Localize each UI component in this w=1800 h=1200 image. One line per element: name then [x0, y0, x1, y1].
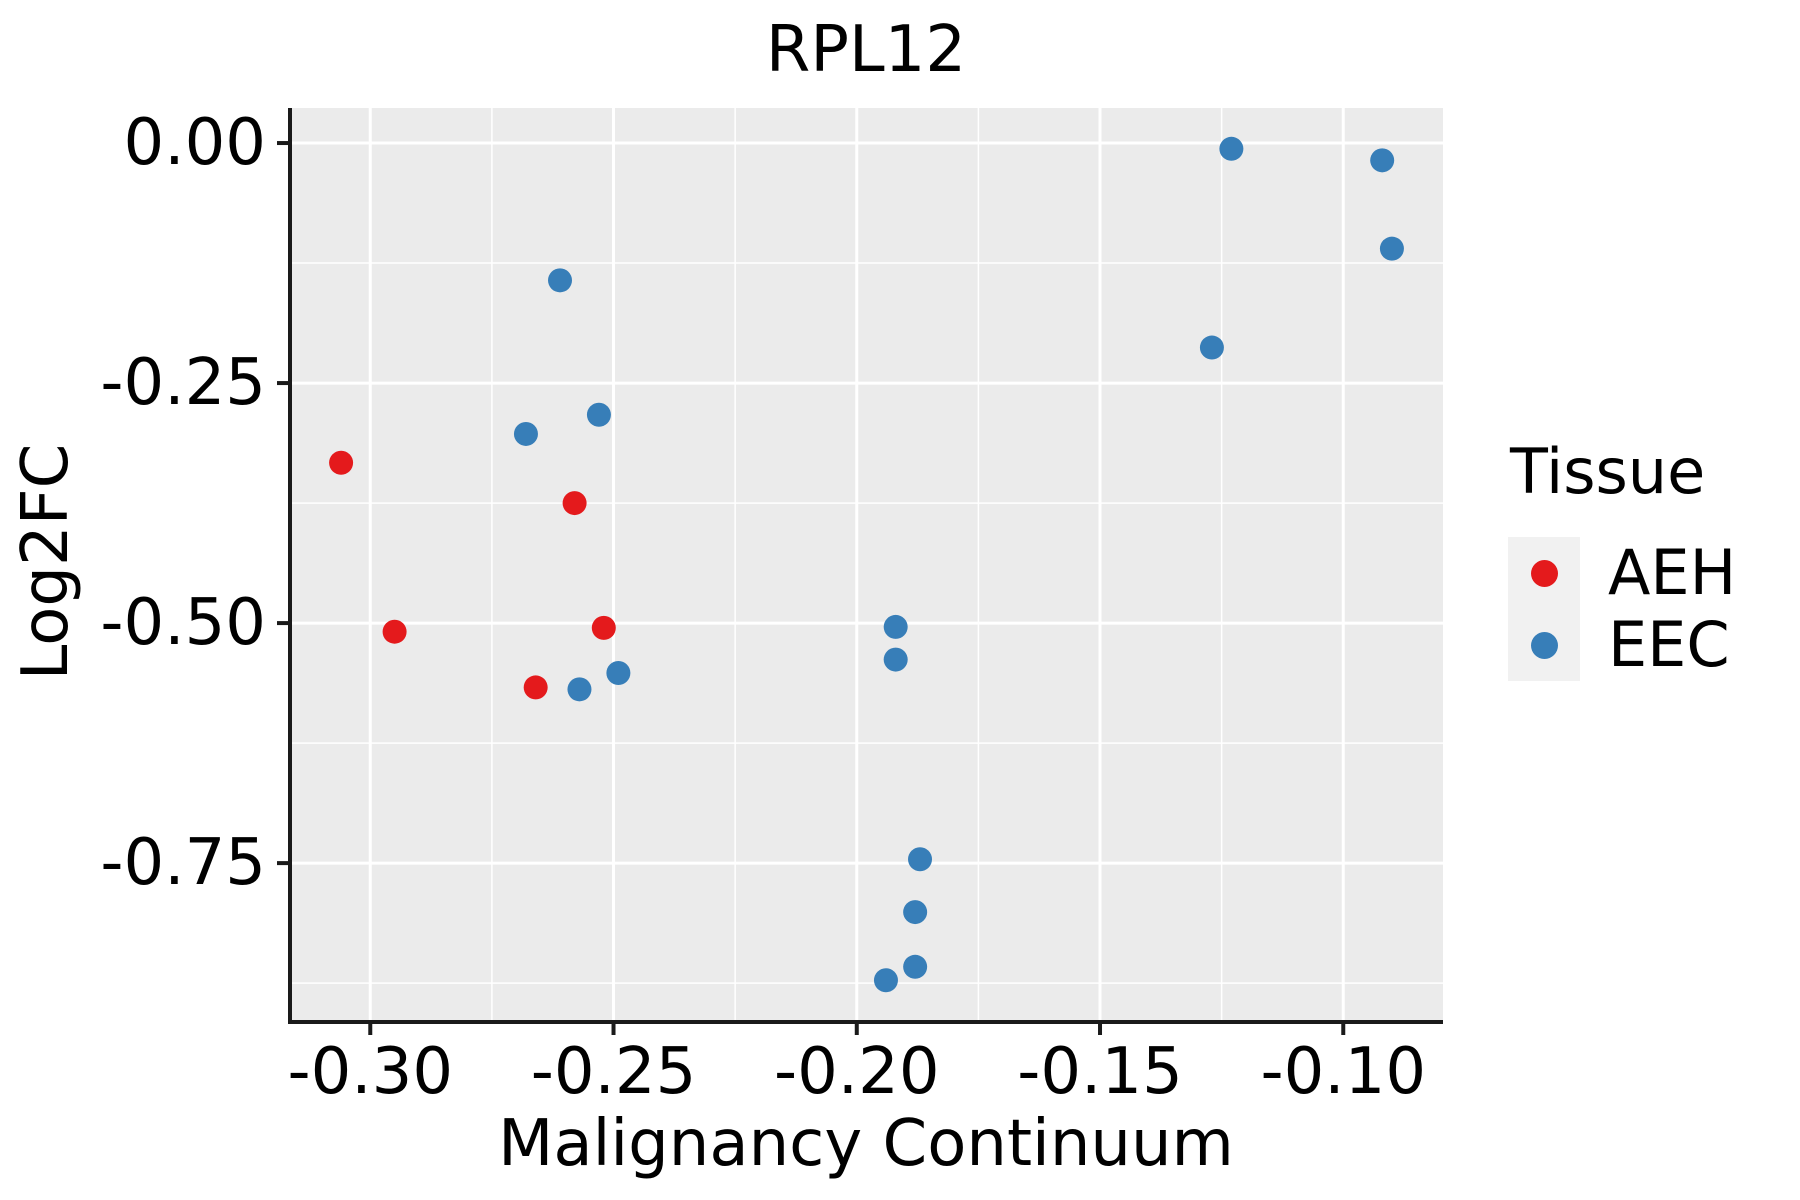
- data-point-eec: [883, 647, 908, 672]
- data-point-eec: [873, 968, 898, 993]
- data-point-aeh: [523, 675, 548, 700]
- data-point-eec: [1370, 148, 1395, 173]
- data-point-aeh: [329, 450, 354, 475]
- data-point-eec: [1379, 236, 1404, 261]
- legend-entry-aeh: AEH: [1508, 536, 1737, 610]
- data-point-eec: [903, 900, 928, 925]
- chart-title: RPL12: [765, 13, 967, 87]
- x-tick-label: -0.10: [1260, 1035, 1427, 1109]
- legend-title: Tissue: [1510, 435, 1706, 508]
- x-tick-label: -0.15: [1017, 1035, 1183, 1109]
- data-point-aeh: [562, 491, 587, 516]
- x-tick-label: -0.25: [530, 1035, 697, 1109]
- x-axis-label: Malignancy Continuum: [498, 1107, 1234, 1181]
- data-point-eec: [908, 847, 933, 872]
- legend-key-box: [1508, 609, 1580, 682]
- data-point-eec: [903, 954, 928, 979]
- y-tick-label: -0.25: [100, 346, 266, 421]
- data-point-eec: [1219, 136, 1244, 161]
- data-point-eec: [567, 677, 592, 702]
- y-tick-label: 0.00: [123, 106, 267, 181]
- data-point-eec: [513, 421, 538, 446]
- legend-label-eec: EEC: [1608, 608, 1730, 682]
- data-point-aeh: [591, 615, 616, 640]
- legend-label-aeh: AEH: [1608, 536, 1737, 610]
- x-tick-label: -0.20: [773, 1035, 940, 1109]
- legend-entry-eec: EEC: [1508, 608, 1736, 682]
- eec-point-icon: [1530, 631, 1558, 659]
- y-tick-label: -0.75: [100, 826, 266, 901]
- legend-key-box: [1508, 537, 1580, 610]
- data-point-eec: [548, 268, 573, 293]
- data-point-aeh: [382, 619, 407, 644]
- plot-panel: [290, 108, 1443, 1022]
- legend: Tissue AEH EEC: [1508, 435, 1737, 682]
- data-point-eec: [586, 402, 611, 427]
- y-tick-label: -0.50: [100, 586, 266, 661]
- data-point-eec: [1199, 335, 1224, 360]
- data-point-eec: [883, 614, 908, 639]
- aeh-point-icon: [1530, 559, 1558, 587]
- x-tick-label: -0.30: [287, 1035, 454, 1109]
- data-point-eec: [606, 661, 631, 686]
